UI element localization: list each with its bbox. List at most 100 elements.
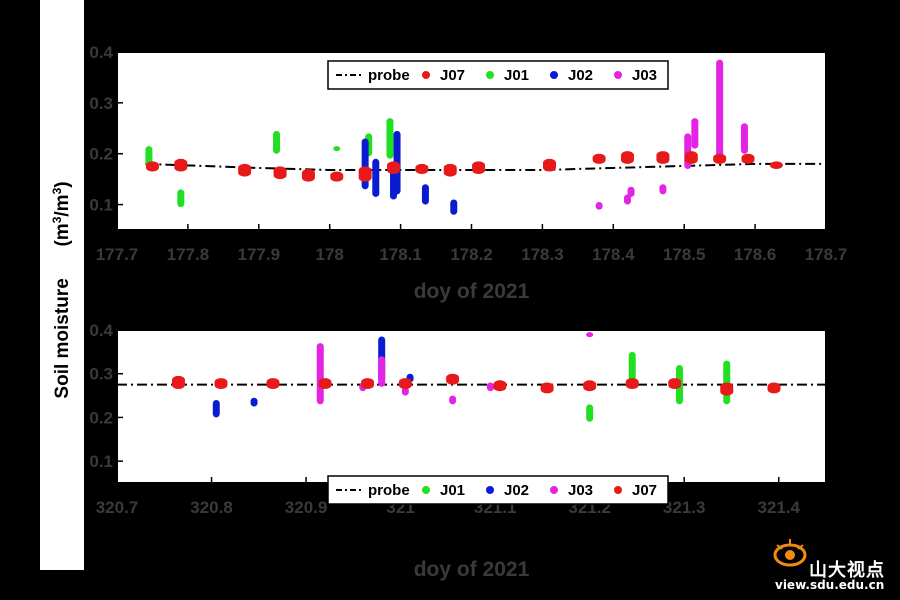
y-tick-label: 0.2 xyxy=(89,145,113,164)
legend-swatch-j03 xyxy=(614,71,622,79)
data-point-j03 xyxy=(486,382,494,392)
y-tick-label: 0.1 xyxy=(89,452,113,471)
x-tick-label: 177.9 xyxy=(238,245,281,264)
data-point-j07 xyxy=(387,161,401,175)
data-point-j07 xyxy=(592,153,606,164)
legend-swatch-j07 xyxy=(614,486,622,494)
legend-box xyxy=(327,60,669,90)
watermark: 山大视点 view.sdu.edu.cn xyxy=(767,536,892,596)
data-point-j03 xyxy=(401,386,409,396)
data-point-j07 xyxy=(583,380,597,392)
legend-label-j02: J02 xyxy=(568,67,593,84)
x-tick-label: 178.7 xyxy=(805,245,848,264)
x-axis-label: doy of 2021 xyxy=(414,558,530,581)
legend-label-probe: probe xyxy=(368,67,410,84)
data-point-j03 xyxy=(627,186,635,197)
series-j07 xyxy=(171,373,781,396)
data-point-j07 xyxy=(668,378,682,390)
y-tick-label: 0.4 xyxy=(89,321,113,340)
chart-1: 0.1 0.2 0.3 0.4 177.7 177.8 177.9 178 178.1 178.2… xyxy=(89,43,847,303)
data-point-j03 xyxy=(449,395,457,405)
data-point-j03 xyxy=(595,202,603,210)
data-point-j01 xyxy=(628,351,636,387)
watermark-url: view.sdu.edu.cn xyxy=(775,578,885,592)
data-point-j07 xyxy=(145,161,159,172)
data-point-j02 xyxy=(212,399,220,418)
series-j03 xyxy=(595,59,748,210)
data-point-j02 xyxy=(372,158,380,197)
x-tick-label: 178.1 xyxy=(379,245,422,264)
data-point-j01 xyxy=(386,118,394,159)
legend-label-j07: J07 xyxy=(440,67,465,84)
data-point-j07 xyxy=(330,171,344,182)
watermark-text: 山大视点 xyxy=(809,560,885,581)
series-j07 xyxy=(145,151,783,182)
x-tick-label: 177.7 xyxy=(96,245,139,264)
data-point-j07 xyxy=(171,375,185,390)
data-point-j07 xyxy=(493,380,507,392)
data-point-j07 xyxy=(767,382,781,394)
x-tick-label: 178 xyxy=(316,245,344,264)
legend-label-j01: J01 xyxy=(440,482,465,499)
legend-label-j07: J07 xyxy=(632,482,657,499)
data-point-j07 xyxy=(741,153,755,164)
plot-area xyxy=(116,329,827,484)
x-tick-label: 320.7 xyxy=(96,498,139,517)
x-tick-label: 320.8 xyxy=(190,498,233,517)
x-tick-label: 177.8 xyxy=(167,245,210,264)
data-point-j01 xyxy=(333,146,341,152)
y-tick-label: 0.3 xyxy=(89,94,113,113)
data-point-j07 xyxy=(398,378,412,390)
x-axis-label: doy of 2021 xyxy=(414,280,530,303)
data-point-j07 xyxy=(273,166,287,180)
data-point-j03 xyxy=(659,184,667,195)
data-point-j07 xyxy=(620,151,634,164)
legend-label-j03: J03 xyxy=(632,67,657,84)
data-point-j02 xyxy=(421,184,429,205)
eye-logo-icon xyxy=(773,539,807,567)
data-point-j07 xyxy=(684,151,698,164)
x-tick-label: 178.3 xyxy=(521,245,564,264)
legend-swatch-j02 xyxy=(486,486,494,494)
data-point-j01 xyxy=(273,130,281,154)
data-point-j03 xyxy=(716,59,724,164)
data-point-j07 xyxy=(656,151,670,164)
data-point-j07 xyxy=(540,382,554,394)
x-tick-label: 320.9 xyxy=(285,498,328,517)
data-point-j01 xyxy=(586,404,594,422)
data-point-j03 xyxy=(586,332,594,338)
legend-label-j03: J03 xyxy=(568,482,593,499)
data-point-j07 xyxy=(769,161,783,169)
data-point-j07 xyxy=(214,378,228,390)
data-point-j07 xyxy=(472,161,486,175)
data-point-j07 xyxy=(266,378,280,390)
data-point-j07 xyxy=(443,163,457,177)
legend-label-j02: J02 xyxy=(504,482,529,499)
x-tick-label: 321.4 xyxy=(757,498,800,517)
legend: probe J07 J01 J02 J03 xyxy=(327,60,669,90)
data-point-j01 xyxy=(145,146,153,167)
data-point-j07 xyxy=(542,158,556,172)
data-point-j07 xyxy=(238,163,252,177)
data-point-j03 xyxy=(378,356,386,387)
y-tick-label: 0.3 xyxy=(89,365,113,384)
y-tick-label: 0.2 xyxy=(89,408,113,427)
legend-swatch-j01 xyxy=(422,486,430,494)
data-point-j07 xyxy=(625,378,639,390)
data-point-j02 xyxy=(450,199,458,215)
data-point-j03 xyxy=(623,194,631,205)
legend-box xyxy=(327,475,669,505)
legend-swatch-j03 xyxy=(550,486,558,494)
data-point-j07 xyxy=(174,158,188,172)
x-tick-label: 178.2 xyxy=(450,245,493,264)
series-j03 xyxy=(316,332,594,405)
x-tick-label: 178.4 xyxy=(592,245,635,264)
legend-swatch-j02 xyxy=(550,71,558,79)
data-point-j07 xyxy=(361,378,375,390)
y-tick-label: 0.4 xyxy=(89,43,113,62)
y-axis-label-background xyxy=(40,0,84,570)
data-point-j07 xyxy=(446,373,460,385)
legend-label-probe: probe xyxy=(368,482,410,499)
